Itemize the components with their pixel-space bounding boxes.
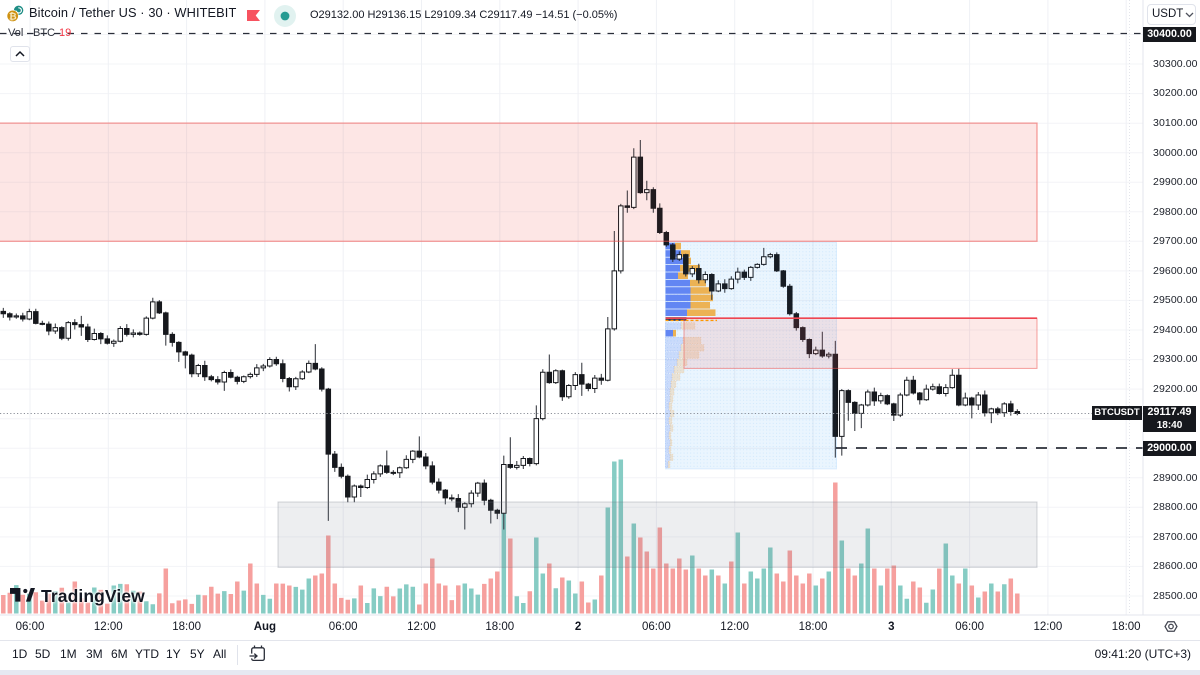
svg-text:₿: ₿ (9, 11, 17, 22)
